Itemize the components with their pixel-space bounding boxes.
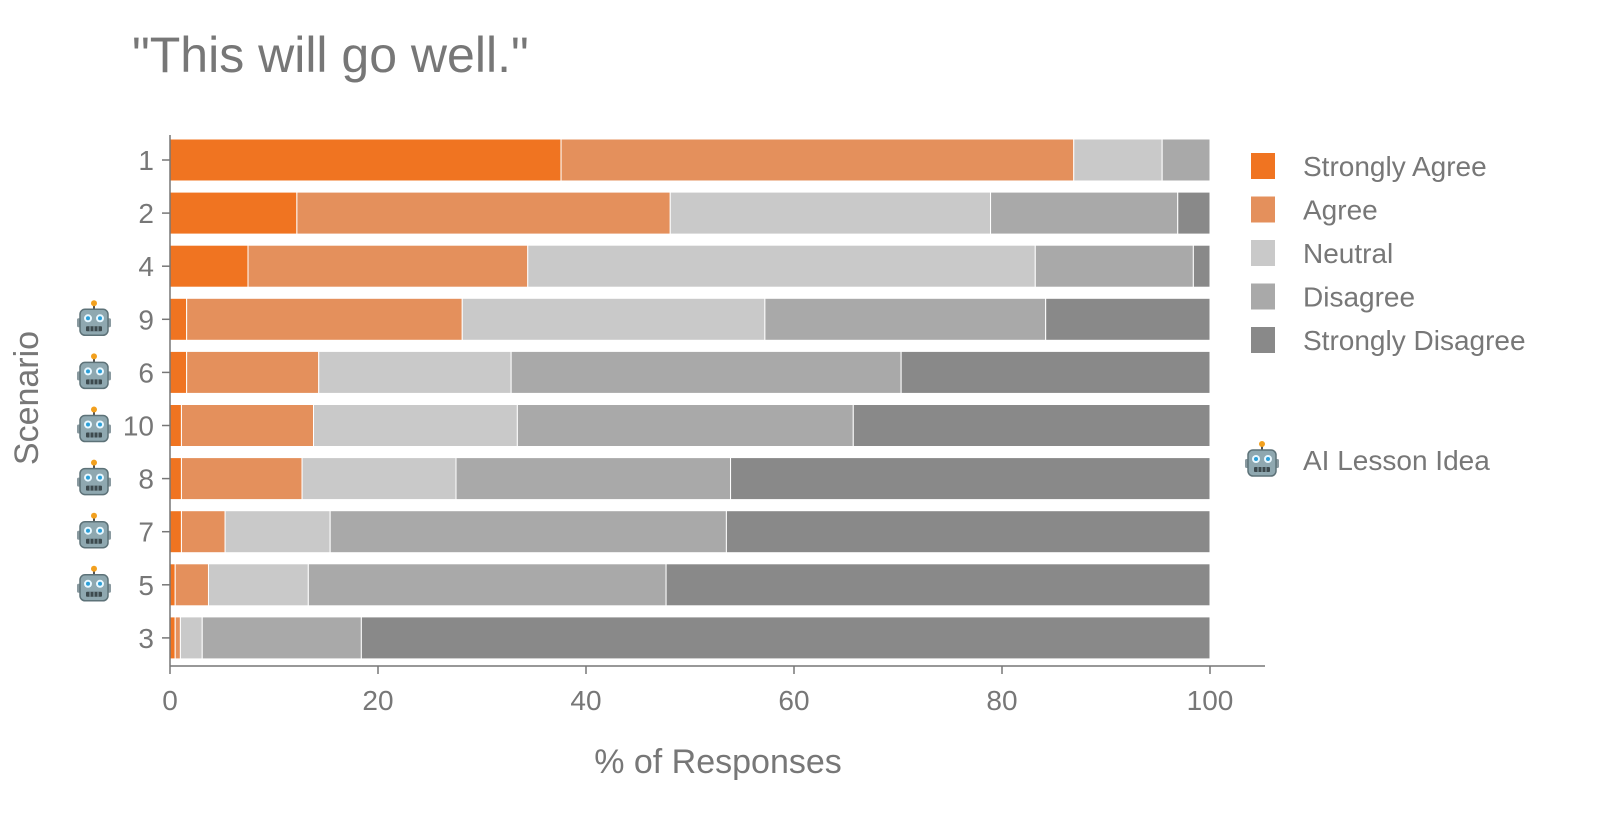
bar-segment-disagree-scenario-7 bbox=[329, 510, 727, 554]
bar-segment-strongly-agree-scenario-1 bbox=[169, 138, 562, 182]
bar-segment-neutral-scenario-7 bbox=[224, 510, 331, 554]
x-tick-label-0: 0 bbox=[162, 685, 178, 716]
y-tick-label-scenario-3: 3 bbox=[138, 623, 154, 654]
legend-swatch-neutral bbox=[1251, 240, 1275, 266]
legend-label-ai-lesson-idea: AI Lesson Idea bbox=[1303, 445, 1490, 476]
legend-label-strongly-agree: Strongly Agree bbox=[1303, 151, 1487, 182]
y-tick-label-scenario-4: 4 bbox=[138, 251, 154, 282]
bar-segment-agree-scenario-2 bbox=[296, 191, 671, 235]
robot-icon bbox=[76, 405, 112, 443]
x-axis-title: % of Responses bbox=[594, 743, 842, 781]
robot-icon bbox=[76, 511, 112, 549]
bar-segment-disagree-scenario-4 bbox=[1034, 244, 1194, 288]
chart-title: "This will go well." bbox=[132, 27, 529, 83]
bar-segment-agree-scenario-3 bbox=[174, 616, 181, 660]
bar-segment-strongly-agree-scenario-5 bbox=[169, 563, 176, 607]
bar-segment-agree-scenario-6 bbox=[186, 350, 320, 394]
bar-segment-strongly-disagree-scenario-6 bbox=[900, 350, 1211, 394]
x-tick-label-40: 40 bbox=[570, 685, 601, 716]
bar-segment-strongly-agree-scenario-6 bbox=[169, 350, 188, 394]
bar-segment-strongly-agree-scenario-9 bbox=[169, 297, 188, 341]
bar-segment-strongly-disagree-scenario-10 bbox=[852, 404, 1211, 447]
robot-icon bbox=[76, 352, 112, 390]
y-tick-label-scenario-2: 2 bbox=[138, 198, 154, 229]
legend-label-neutral: Neutral bbox=[1303, 238, 1393, 269]
legend-label-disagree: Disagree bbox=[1303, 282, 1415, 313]
bar-segment-agree-scenario-8 bbox=[180, 457, 303, 501]
y-tick-label-scenario-7: 7 bbox=[138, 517, 154, 548]
bar-segment-neutral-scenario-8 bbox=[301, 457, 457, 501]
legend-label-strongly-disagree: Strongly Disagree bbox=[1303, 325, 1526, 356]
legend-label-agree: Agree bbox=[1303, 195, 1378, 226]
bar-segment-neutral-scenario-2 bbox=[669, 191, 992, 235]
bar-segment-strongly-agree-scenario-7 bbox=[169, 510, 182, 554]
bar-segment-neutral-scenario-10 bbox=[313, 404, 518, 447]
robot-icon bbox=[76, 299, 112, 337]
bar-segment-strongly-disagree-scenario-8 bbox=[730, 457, 1211, 501]
bar-segment-strongly-disagree-scenario-4 bbox=[1192, 244, 1211, 288]
legend-robot-icon bbox=[1244, 440, 1280, 477]
bar-segment-neutral-scenario-3 bbox=[179, 616, 203, 660]
bar-segment-disagree-scenario-9 bbox=[764, 297, 1047, 341]
bar-segment-neutral-scenario-5 bbox=[207, 563, 309, 607]
legend-swatch-strongly-disagree bbox=[1251, 327, 1275, 353]
bar-segment-disagree-scenario-6 bbox=[510, 350, 902, 394]
legend-swatch-disagree bbox=[1251, 283, 1275, 310]
bar-segment-agree-scenario-9 bbox=[186, 297, 463, 341]
y-tick-label-scenario-9: 9 bbox=[138, 304, 154, 335]
bar-segment-strongly-agree-scenario-10 bbox=[169, 404, 182, 447]
bar-segment-disagree-scenario-1 bbox=[1161, 138, 1211, 182]
bar-segment-strongly-agree-scenario-8 bbox=[169, 457, 182, 501]
bar-segment-neutral-scenario-4 bbox=[527, 244, 1036, 288]
bar-segment-agree-scenario-7 bbox=[180, 510, 226, 554]
bar-segment-strongly-agree-scenario-4 bbox=[169, 244, 249, 288]
y-tick-label-scenario-10: 10 bbox=[123, 411, 154, 442]
y-tick-label-scenario-1: 1 bbox=[138, 145, 154, 176]
bar-segment-neutral-scenario-1 bbox=[1073, 138, 1163, 182]
bar-segment-strongly-disagree-scenario-5 bbox=[665, 563, 1211, 607]
y-tick-label-scenario-8: 8 bbox=[138, 464, 154, 495]
bar-segment-disagree-scenario-5 bbox=[307, 563, 667, 607]
bar-segment-strongly-disagree-scenario-9 bbox=[1045, 297, 1211, 341]
robot-icon bbox=[76, 564, 112, 602]
bar-segment-agree-scenario-10 bbox=[180, 404, 315, 447]
bar-segment-strongly-disagree-scenario-2 bbox=[1177, 191, 1211, 235]
bar-segment-neutral-scenario-9 bbox=[461, 297, 766, 341]
bar-segment-strongly-disagree-scenario-7 bbox=[725, 510, 1211, 554]
bar-segment-strongly-agree-scenario-3 bbox=[169, 616, 176, 660]
bar-segment-strongly-agree-scenario-2 bbox=[169, 191, 298, 235]
bar-segment-disagree-scenario-10 bbox=[516, 404, 854, 447]
bar-segment-strongly-disagree-scenario-3 bbox=[360, 616, 1211, 660]
legend-swatch-agree bbox=[1251, 196, 1275, 223]
bar-segment-agree-scenario-4 bbox=[247, 244, 529, 288]
x-tick-label-100: 100 bbox=[1187, 685, 1234, 716]
x-tick-label-80: 80 bbox=[986, 685, 1017, 716]
bar-segment-agree-scenario-1 bbox=[560, 138, 1075, 182]
bar-segment-disagree-scenario-8 bbox=[455, 457, 732, 501]
y-axis-title: Scenario bbox=[8, 331, 46, 465]
bar-segment-disagree-scenario-2 bbox=[990, 191, 1179, 235]
y-tick-label-scenario-5: 5 bbox=[138, 570, 154, 601]
legend-swatch-strongly-agree bbox=[1251, 153, 1275, 179]
x-tick-label-20: 20 bbox=[362, 685, 393, 716]
robot-icon bbox=[76, 458, 112, 496]
bar-segment-disagree-scenario-3 bbox=[201, 616, 362, 660]
bar-segment-neutral-scenario-6 bbox=[318, 350, 512, 394]
y-tick-label-scenario-6: 6 bbox=[138, 357, 154, 388]
bar-segment-agree-scenario-5 bbox=[174, 563, 209, 607]
x-tick-label-60: 60 bbox=[778, 685, 809, 716]
